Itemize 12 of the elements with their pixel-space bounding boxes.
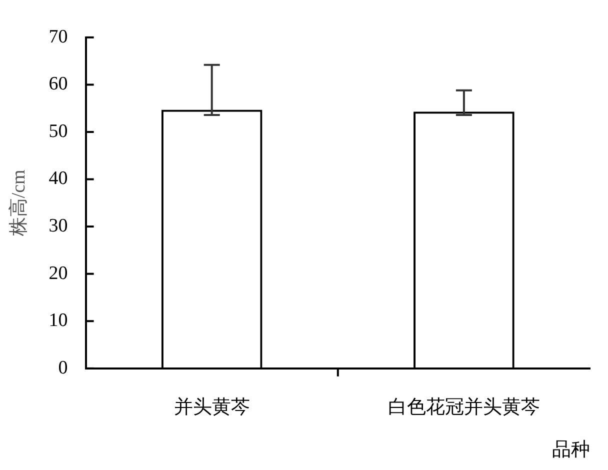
y-tick-label: 20 <box>48 262 68 284</box>
y-axis-title: 株高/cm <box>7 169 30 238</box>
y-tick-label: 60 <box>48 74 68 95</box>
y-tick-label: 10 <box>48 310 68 332</box>
y-tick-label: 40 <box>48 168 68 190</box>
x-tick-label: 白色花冠并头黄芩 <box>388 396 540 418</box>
y-tick-label: 50 <box>48 120 68 142</box>
x-axis-title: 品种 <box>552 440 590 461</box>
y-tick-label: 30 <box>48 216 68 237</box>
y-tick-label: 0 <box>58 357 68 378</box>
x-tick-label: 并头黄芩 <box>174 396 250 418</box>
y-tick-label: 70 <box>48 26 68 48</box>
